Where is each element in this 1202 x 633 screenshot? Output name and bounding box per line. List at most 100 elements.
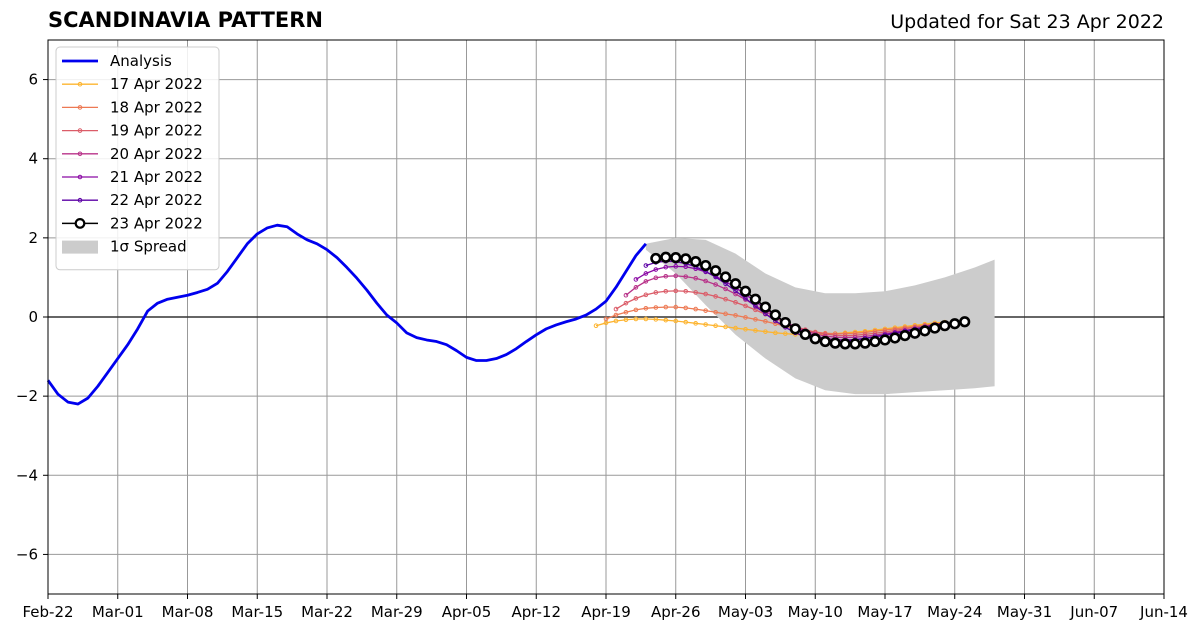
series-group [46, 223, 971, 406]
x-tick-label: Jun-07 [1069, 603, 1118, 621]
forecast-point [713, 323, 718, 329]
latest-forecast-point [739, 285, 752, 297]
forecast-point [773, 330, 778, 336]
forecast-point [653, 267, 659, 272]
forecast-point [613, 306, 619, 312]
forecast-point [733, 313, 738, 318]
forecast-point [703, 278, 708, 284]
latest-forecast-point [719, 271, 732, 283]
forecast-point [743, 315, 748, 320]
latest-forecast-point [859, 337, 871, 349]
x-tick-label: Mar-22 [301, 603, 353, 621]
legend-label: 23 Apr 2022 [110, 214, 203, 232]
x-tick-label: Mar-29 [371, 603, 423, 621]
chart-subtitle: Updated for Sat 23 Apr 2022 [890, 11, 1164, 33]
forecast-point [633, 296, 639, 301]
latest-forecast-point [700, 259, 712, 272]
latest-forecast-point [680, 253, 692, 265]
forecast-point [653, 305, 659, 310]
forecast-point [593, 323, 599, 329]
forecast-point [763, 319, 768, 324]
legend-box [55, 46, 220, 271]
forecast-point [713, 309, 718, 315]
forecast-point [623, 300, 629, 306]
forecast-point [673, 273, 679, 279]
forecast-point [643, 271, 649, 276]
legend-label: 19 Apr 2022 [110, 122, 203, 140]
latest-forecast-point [879, 334, 891, 346]
forecast-point [683, 274, 689, 279]
legend-label: 17 Apr 2022 [110, 75, 203, 93]
forecast-point [743, 303, 748, 309]
legend-marker [77, 197, 83, 203]
forecast-point [663, 317, 669, 323]
x-tick-label: May-31 [997, 603, 1052, 621]
forecast-point [653, 290, 659, 295]
forecast-point [643, 305, 649, 311]
y-tick-label: 0 [28, 308, 38, 326]
x-tick-label: May-24 [927, 603, 982, 621]
legend-item: 22 Apr 2022 [62, 191, 203, 209]
x-tick-label: Apr-19 [581, 603, 631, 621]
legend-item: 19 Apr 2022 [62, 122, 203, 140]
latest-forecast-point [799, 328, 811, 341]
forecast-point [693, 321, 698, 326]
y-tick-label: 4 [28, 150, 38, 168]
forecast-point [633, 316, 639, 322]
forecast-point [643, 263, 649, 268]
forecast-point [703, 308, 708, 313]
forecast-point [663, 304, 669, 310]
forecast-point [693, 290, 698, 295]
forecast-point [683, 319, 689, 325]
forecast-point [673, 288, 679, 294]
forecast-point [643, 279, 649, 284]
forecast-point [703, 291, 708, 297]
x-tick-label: May-03 [718, 603, 773, 621]
forecast-point [623, 309, 629, 315]
forecast-point [743, 326, 748, 332]
legend-label: Analysis [110, 52, 172, 70]
latest-forecast-point [849, 338, 861, 350]
legend-marker [77, 128, 83, 133]
latest-forecast-point [769, 309, 781, 321]
latest-forecast-point [710, 265, 722, 277]
x-tick-label: Mar-08 [162, 603, 214, 621]
legend-marker [77, 174, 83, 180]
latest-forecast-point [909, 327, 921, 339]
latest-forecast-point [899, 329, 911, 342]
legend-label: 1σ Spread [110, 238, 187, 256]
forecast-point [633, 277, 639, 282]
latest-forecast-point [759, 301, 772, 313]
latest-forecast-point [919, 325, 931, 337]
x-tick-label: Apr-12 [512, 603, 562, 621]
y-tick-label: −2 [16, 387, 38, 405]
latest-forecast-point [829, 337, 841, 349]
forecast-point [783, 331, 788, 336]
latest-forecast-point [690, 256, 702, 268]
legend-label: 21 Apr 2022 [110, 168, 203, 186]
forecast-point [693, 275, 698, 281]
y-tick-label: 6 [28, 71, 38, 89]
x-tick-label: May-17 [857, 603, 912, 621]
forecast-point [693, 306, 698, 312]
legend-marker [74, 217, 86, 229]
forecast-point [713, 282, 718, 287]
forecast-point [713, 294, 718, 299]
legend-marker [77, 105, 83, 110]
forecast-point [603, 316, 609, 322]
latest-forecast-point [839, 338, 851, 350]
latest-forecast-point [959, 316, 971, 328]
x-tick-label: Jun-14 [1139, 603, 1188, 621]
forecast-point [723, 324, 728, 330]
x-tick-label: Mar-15 [231, 603, 283, 621]
forecast-point [633, 285, 639, 290]
forecast-point [663, 264, 669, 270]
forecast-point [763, 329, 768, 334]
x-tick-label: Feb-22 [22, 603, 73, 621]
forecast-point [683, 288, 689, 294]
forecast-point [613, 318, 619, 324]
latest-forecast-point [779, 316, 791, 329]
legend-label: 22 Apr 2022 [110, 191, 203, 209]
series-0 [46, 223, 647, 406]
